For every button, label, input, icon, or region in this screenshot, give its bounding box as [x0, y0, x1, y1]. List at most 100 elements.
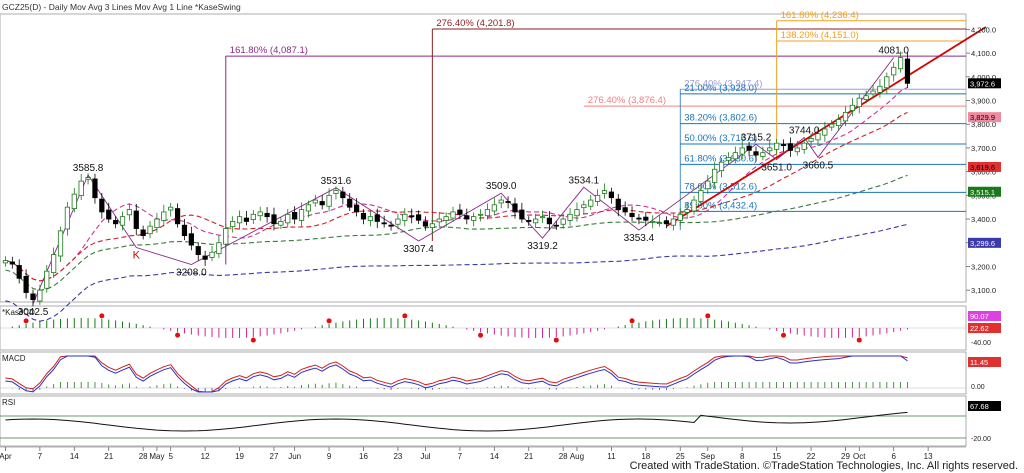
- x-tick-label: Aug: [570, 452, 584, 461]
- y-tick-label: 3,100.0: [971, 286, 996, 295]
- candle-body: [78, 180, 84, 196]
- candle-body: [691, 199, 697, 212]
- candle-body: [216, 242, 222, 255]
- candle-body: [656, 222, 663, 224]
- kasecd-dot: [326, 318, 332, 324]
- candle-body: [601, 190, 608, 194]
- x-tick-label: 8: [740, 452, 745, 461]
- candle-body: [367, 216, 373, 221]
- candle-body: [236, 216, 243, 224]
- swing-annotation: K: [133, 249, 141, 261]
- candle-body: [243, 217, 250, 222]
- chart-header: GCZ25(D) - Daily Mov Avg 3 Lines Mov Avg…: [2, 2, 241, 12]
- candle-body: [643, 216, 649, 221]
- candle-body: [381, 222, 387, 225]
- kasecd-dot: [781, 332, 787, 338]
- x-tick-label: 23: [393, 452, 402, 461]
- y-tick-label: 3,200.0: [971, 262, 996, 271]
- candle-body: [581, 204, 587, 209]
- price-tag: [968, 78, 1001, 89]
- macd-title: MACD: [2, 354, 26, 363]
- candle-body: [133, 210, 139, 229]
- candle-body: [753, 151, 759, 156]
- candle-body: [677, 213, 683, 221]
- candle-body: [436, 218, 442, 223]
- swing-annotation: 3042.5: [18, 307, 49, 318]
- candle-body: [884, 76, 890, 89]
- candle-body: [718, 161, 725, 172]
- candle-body: [774, 142, 780, 150]
- kasecd-dot: [250, 337, 256, 343]
- x-tick-label: 28: [139, 452, 148, 461]
- swing-annotation: 3531.6: [321, 176, 352, 187]
- candle-body: [409, 215, 415, 218]
- candle-body: [443, 216, 449, 221]
- ma-long-line: [5, 174, 908, 291]
- kasecd-dot: [478, 332, 484, 338]
- candle-body: [51, 254, 57, 274]
- candle-body: [464, 215, 470, 220]
- macd-value-tag: [968, 357, 1001, 367]
- x-tick-label: 16: [359, 452, 368, 461]
- candle-body: [505, 201, 511, 203]
- candle-body: [202, 255, 208, 260]
- candle-body: [305, 204, 312, 212]
- candle-body: [292, 211, 298, 220]
- candle-body: [57, 230, 64, 257]
- candle-body: [85, 177, 91, 180]
- x-tick-label: 21: [524, 452, 533, 461]
- candle-body: [230, 221, 236, 228]
- candle-body: [891, 66, 897, 76]
- macd-value-tag-label: 11.45: [970, 358, 988, 367]
- candle-body: [760, 152, 766, 157]
- fib-level-label: 138.20% (4,151.0): [781, 30, 859, 41]
- candle-body: [767, 147, 773, 152]
- candle-body: [684, 209, 690, 213]
- candle-body: [787, 143, 794, 151]
- x-tick-label: 14: [70, 452, 79, 461]
- rsi-line: [5, 411, 908, 432]
- candle-body: [808, 138, 814, 142]
- candle-body: [195, 246, 201, 255]
- candle-body: [181, 224, 188, 237]
- candle-body: [484, 209, 491, 217]
- candle-body: [560, 218, 566, 225]
- candle-body: [388, 224, 394, 227]
- candle-body: [746, 145, 752, 151]
- swing-annotation: 3660.5: [803, 160, 834, 171]
- candle-body: [333, 190, 339, 194]
- price-panel-frame: [0, 13, 967, 303]
- swing-annotation: 3353.4: [624, 233, 655, 244]
- swing-annotation: 3208.0: [176, 268, 207, 279]
- x-tick-label: 9: [327, 452, 332, 461]
- candle-body: [92, 178, 98, 199]
- kasecd-value-tag: [968, 323, 1001, 333]
- candle-body: [174, 208, 181, 225]
- price-tag-label: 3,972.6: [970, 79, 995, 88]
- candle-body: [37, 289, 43, 302]
- candle-body: [829, 123, 835, 128]
- x-tick-label: 15: [772, 452, 781, 461]
- candle-body: [415, 214, 422, 221]
- price-tag: [968, 112, 1001, 123]
- candle-body: [650, 221, 656, 223]
- candle-body: [374, 214, 380, 222]
- y-tick-label: 3,700.0: [971, 144, 996, 153]
- kasecd-value-tag: [968, 311, 1001, 321]
- candle-body: [429, 223, 435, 228]
- candle-body: [326, 194, 332, 207]
- candle-body: [319, 201, 325, 206]
- candle-body: [856, 97, 862, 108]
- candle-body: [629, 212, 635, 218]
- fib-level-label: 50.00% (3,716.6): [684, 133, 757, 144]
- kasecd-value-tag-label: 90.07: [970, 312, 989, 321]
- kasecd-dot: [856, 337, 862, 343]
- candle-body: [64, 206, 71, 230]
- x-tick-label: 25: [676, 452, 685, 461]
- macd-panel-frame: [0, 351, 967, 395]
- candle-body: [705, 180, 711, 190]
- candle-body: [457, 209, 463, 215]
- swing-annotation: 3319.2: [527, 241, 558, 252]
- rsi-title: RSI: [2, 398, 15, 407]
